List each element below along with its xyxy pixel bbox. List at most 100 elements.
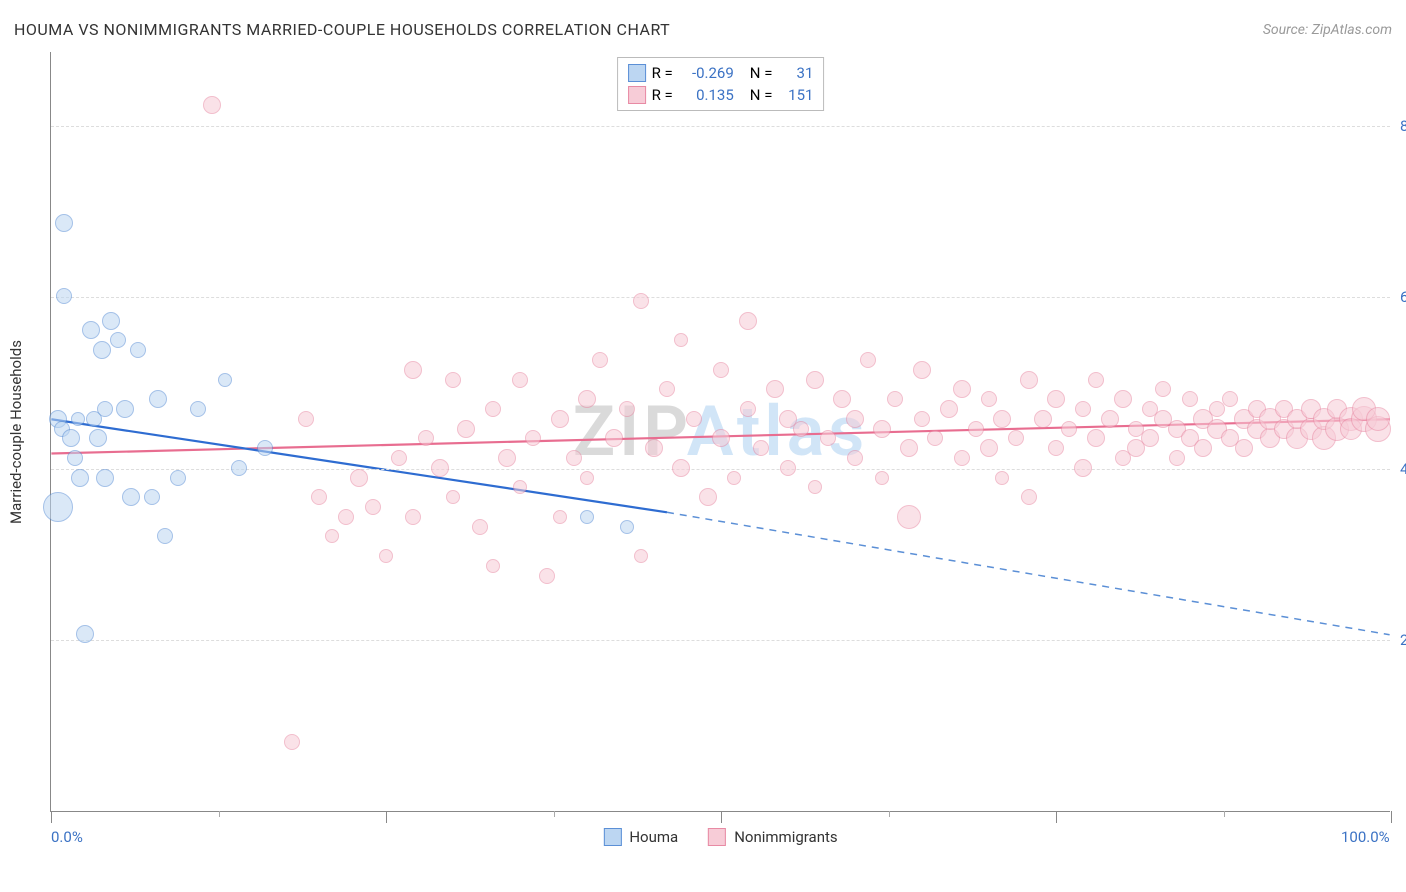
scatter-point-nonimmigrants — [766, 380, 784, 398]
series-legend-item: Houma — [603, 828, 678, 846]
legend-swatch — [628, 64, 646, 82]
scatter-point-nonimmigrants — [1155, 381, 1171, 397]
scatter-point-nonimmigrants — [485, 401, 501, 417]
scatter-point-nonimmigrants — [713, 362, 729, 378]
x-tick-major — [386, 811, 387, 823]
scatter-point-nonimmigrants — [806, 371, 824, 389]
scatter-point-houma — [110, 332, 126, 348]
scatter-point-nonimmigrants — [875, 471, 889, 485]
scatter-point-houma — [144, 489, 160, 505]
scatter-point-nonimmigrants — [1141, 429, 1159, 447]
scatter-point-nonimmigrants — [1235, 439, 1253, 457]
x-tick-minor — [1224, 811, 1225, 817]
scatter-point-houma — [93, 341, 111, 359]
scatter-point-nonimmigrants — [365, 499, 381, 515]
x-tick-major — [1056, 811, 1057, 823]
scatter-point-houma — [231, 460, 247, 476]
scatter-point-nonimmigrants — [391, 450, 407, 466]
y-tick-label: 27.5% — [1400, 631, 1406, 649]
scatter-point-nonimmigrants — [820, 430, 836, 446]
x-tick-minor — [554, 811, 555, 817]
r-value: -0.269 — [679, 62, 734, 84]
scatter-point-nonimmigrants — [311, 489, 327, 505]
x-tick-minor — [889, 811, 890, 817]
scatter-point-nonimmigrants — [914, 411, 930, 427]
scatter-point-nonimmigrants — [539, 568, 555, 584]
scatter-point-nonimmigrants — [404, 361, 422, 379]
scatter-point-nonimmigrants — [699, 488, 717, 506]
scatter-point-nonimmigrants — [592, 352, 608, 368]
y-tick-label: 62.5% — [1400, 288, 1406, 306]
scatter-point-nonimmigrants — [457, 420, 475, 438]
legend-swatch — [603, 828, 621, 846]
scatter-point-nonimmigrants — [1047, 390, 1065, 408]
scatter-point-nonimmigrants — [1075, 401, 1091, 417]
scatter-point-nonimmigrants — [833, 390, 851, 408]
gridline — [51, 640, 1390, 641]
scatter-point-nonimmigrants — [580, 471, 594, 485]
scatter-point-nonimmigrants — [405, 509, 421, 525]
gridline — [51, 126, 1390, 127]
scatter-point-houma — [62, 429, 80, 447]
scatter-point-nonimmigrants — [808, 480, 822, 494]
scatter-point-houma — [130, 342, 146, 358]
scatter-point-nonimmigrants — [284, 734, 300, 750]
scatter-point-nonimmigrants — [913, 361, 931, 379]
scatter-point-nonimmigrants — [927, 430, 943, 446]
stats-legend-row: R =0.135N =151 — [628, 84, 814, 106]
n-label: N = — [750, 62, 773, 84]
scatter-point-nonimmigrants — [740, 401, 756, 417]
scatter-point-nonimmigrants — [338, 509, 354, 525]
scatter-point-nonimmigrants — [887, 391, 903, 407]
scatter-point-nonimmigrants — [981, 391, 997, 407]
scatter-point-nonimmigrants — [1101, 410, 1119, 428]
scatter-point-houma — [96, 469, 114, 487]
scatter-point-nonimmigrants — [672, 459, 690, 477]
scatter-point-nonimmigrants — [980, 439, 998, 457]
scatter-point-nonimmigrants — [431, 459, 449, 477]
scatter-point-nonimmigrants — [940, 400, 958, 418]
scatter-point-houma — [76, 625, 94, 643]
legend-label: Nonimmigrants — [734, 828, 837, 846]
scatter-point-nonimmigrants — [553, 510, 567, 524]
scatter-point-nonimmigrants — [1182, 391, 1198, 407]
scatter-point-houma — [43, 492, 73, 522]
x-tick-major — [721, 811, 722, 823]
scatter-point-nonimmigrants — [1021, 489, 1037, 505]
scatter-point-nonimmigrants — [525, 430, 541, 446]
r-value: 0.135 — [679, 84, 734, 106]
scatter-point-nonimmigrants — [472, 519, 488, 535]
scatter-point-houma — [257, 440, 273, 456]
gridline — [51, 297, 1390, 298]
n-value: 151 — [778, 84, 813, 106]
scatter-point-nonimmigrants — [513, 480, 527, 494]
scatter-point-nonimmigrants — [727, 471, 741, 485]
scatter-point-nonimmigrants — [1222, 391, 1238, 407]
scatter-point-nonimmigrants — [846, 410, 864, 428]
scatter-point-nonimmigrants — [446, 490, 460, 504]
scatter-point-nonimmigrants — [551, 410, 569, 428]
series-legend-item: Nonimmigrants — [708, 828, 837, 846]
scatter-point-nonimmigrants — [847, 450, 863, 466]
chart-title: HOUMA VS NONIMMIGRANTS MARRIED-COUPLE HO… — [14, 20, 670, 39]
scatter-point-houma — [102, 312, 120, 330]
scatter-point-nonimmigrants — [753, 440, 769, 456]
scatter-point-nonimmigrants — [860, 352, 876, 368]
scatter-point-nonimmigrants — [900, 439, 918, 457]
y-tick-label: 80.0% — [1400, 117, 1406, 135]
scatter-point-nonimmigrants — [897, 505, 921, 529]
scatter-point-nonimmigrants — [445, 372, 461, 388]
series-legend: Houma Nonimmigrants — [603, 828, 837, 846]
scatter-point-nonimmigrants — [659, 381, 675, 397]
stats-legend: R =-0.269N =31R =0.135N =151 — [617, 57, 825, 111]
scatter-point-nonimmigrants — [298, 411, 314, 427]
scatter-point-houma — [67, 450, 83, 466]
scatter-point-nonimmigrants — [1087, 429, 1105, 447]
scatter-point-houma — [56, 288, 72, 304]
scatter-point-nonimmigrants — [1114, 390, 1132, 408]
chart-area: Married-couple Households ZIPAtlas R =-0… — [50, 52, 1390, 812]
scatter-point-nonimmigrants — [1366, 407, 1390, 431]
scatter-point-nonimmigrants — [1008, 430, 1024, 446]
scatter-point-nonimmigrants — [203, 96, 221, 114]
scatter-point-nonimmigrants — [1034, 410, 1052, 428]
